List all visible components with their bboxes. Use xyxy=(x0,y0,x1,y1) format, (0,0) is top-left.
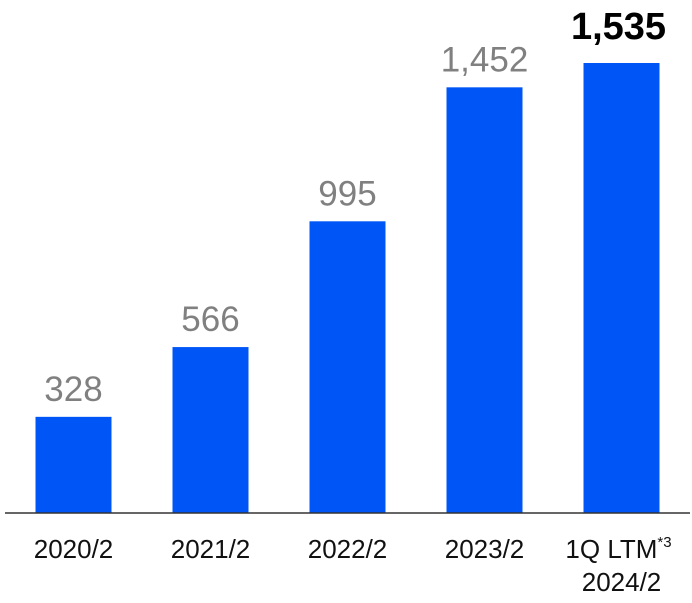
bar-2 xyxy=(309,221,386,513)
value-label-4: 1,535 xyxy=(571,6,666,48)
category-label-1: 2021/2 xyxy=(171,534,251,564)
value-labels: 328 566 995 1,452 1,535 xyxy=(44,6,666,409)
category-label-text-0: 2020/2 xyxy=(34,534,114,564)
value-label-1: 566 xyxy=(181,300,239,339)
category-label-text-4: 1Q LTM xyxy=(565,534,657,564)
category-label-3: 2023/2 xyxy=(445,534,525,564)
category-label-text-2: 2022/2 xyxy=(308,534,388,564)
category-label-text-1: 2021/2 xyxy=(171,534,251,564)
bar-4 xyxy=(583,63,660,513)
bar-1 xyxy=(172,347,249,513)
bars xyxy=(35,63,660,513)
category-label-0: 2020/2 xyxy=(34,534,114,564)
category-footnote-marker-4: *3 xyxy=(657,534,671,551)
value-label-2: 995 xyxy=(318,174,376,213)
value-label-0: 328 xyxy=(44,370,102,409)
value-label-3: 1,452 xyxy=(441,40,529,79)
category-sublabel-4: 2024/2 xyxy=(582,567,662,597)
category-label-2: 2022/2 xyxy=(308,534,388,564)
bar-0 xyxy=(35,416,112,513)
category-label-text-3: 2023/2 xyxy=(445,534,525,564)
category-label-4: 1Q LTM*3 xyxy=(565,534,671,564)
bar-3 xyxy=(446,87,523,513)
